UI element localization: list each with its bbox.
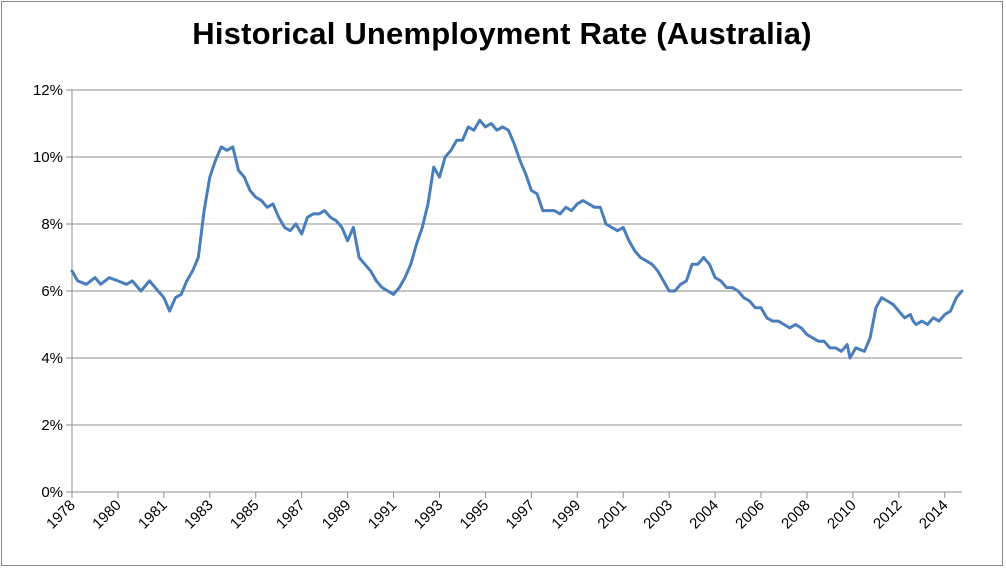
axes — [66, 89, 962, 498]
x-tick-label: 1985 — [227, 497, 263, 533]
y-tick-label: 8% — [41, 216, 63, 233]
x-tick-label: 2004 — [686, 497, 722, 533]
chart-title: Historical Unemployment Rate (Australia) — [192, 16, 812, 51]
x-tick-label: 1993 — [411, 497, 447, 533]
series-line-0 — [70, 118, 964, 360]
x-tick-label: 2008 — [778, 497, 814, 533]
x-tick-label: 2003 — [640, 497, 676, 533]
y-tick-label: 12% — [33, 82, 63, 99]
y-tick-label: 0% — [41, 484, 63, 501]
x-tick-label: 1981 — [135, 497, 171, 533]
x-tick-label: 1995 — [457, 497, 493, 533]
x-tick-label: 1987 — [273, 497, 309, 533]
x-tick-label: 2001 — [594, 497, 630, 533]
x-tick-label: 2012 — [870, 497, 906, 533]
y-tick-labels: 0% 2% 4% 6% 8% 10% 12% — [33, 82, 63, 501]
x-tick-label: 2006 — [732, 497, 768, 533]
gridlines — [72, 89, 962, 426]
series-layer — [70, 118, 964, 360]
x-tick-label: 1980 — [89, 497, 125, 533]
y-tick-label: 4% — [41, 350, 63, 367]
y-tick-label: 6% — [41, 283, 63, 300]
x-tick-label: 2014 — [916, 497, 952, 533]
x-tick-label: 1978 — [43, 497, 79, 533]
x-tick-label: 1989 — [319, 497, 355, 533]
y-tick-label: 2% — [41, 417, 63, 434]
x-tick-label: 1999 — [548, 497, 584, 533]
x-tick-label: 1991 — [365, 497, 401, 533]
x-tick-label: 2010 — [824, 497, 860, 533]
x-tick-label: 1983 — [181, 497, 217, 533]
x-tick-labels: 1978 1980 1981 1983 1985 1987 1989 1991 1993 1995… — [43, 497, 951, 533]
y-tick-label: 10% — [33, 149, 63, 166]
x-tick-label: 1997 — [503, 497, 539, 533]
